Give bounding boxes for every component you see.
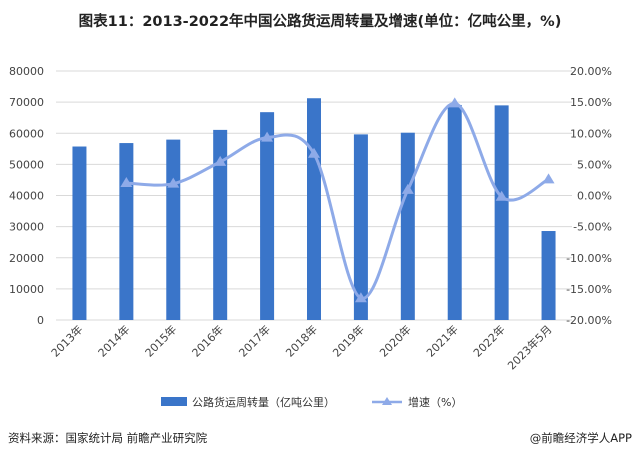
bar xyxy=(72,146,87,320)
growth-marker xyxy=(448,97,461,108)
growth-marker xyxy=(542,173,555,184)
y-left-tick-label: 10000 xyxy=(9,283,44,296)
legend-line-marker xyxy=(382,397,392,405)
y-left-tick-label: 0 xyxy=(37,314,44,327)
chart-title: 图表11：2013-2022年中国公路货运周转量及增速(单位：亿吨公里，%) xyxy=(78,14,562,30)
y-right-tick-label: -10.00% xyxy=(566,252,612,265)
legend-line-label: 增速（%） xyxy=(408,395,462,409)
y-right-tick-label: 20.00% xyxy=(570,65,612,78)
x-tick-label: 2013年 xyxy=(48,322,85,359)
source-note: 资料来源：国家统计局 前瞻产业研究院 xyxy=(8,431,208,445)
bar xyxy=(166,139,181,320)
bar xyxy=(494,105,509,320)
y-right-tick-label: 10.00% xyxy=(570,127,612,140)
y-left-tick-label: 30000 xyxy=(9,221,44,234)
y-left-tick-label: 70000 xyxy=(9,96,44,109)
bar xyxy=(119,143,134,320)
y-left-tick-label: 60000 xyxy=(9,127,44,140)
growth-marker xyxy=(120,177,133,188)
growth-marker xyxy=(401,183,414,194)
growth-line xyxy=(126,101,550,300)
x-tick-label: 2021年 xyxy=(423,322,460,359)
growth-marker xyxy=(354,292,367,303)
bar xyxy=(541,231,556,320)
y-right-tick-label: -20.00% xyxy=(566,314,612,327)
x-tick-label: 2014年 xyxy=(95,322,132,359)
x-tick-label: 2018年 xyxy=(283,322,320,359)
legend-bar-label: 公路货运周转量（亿吨公里） xyxy=(192,395,335,409)
bar xyxy=(400,132,415,320)
brand-credit: @前瞻经济学人APP xyxy=(529,431,632,445)
x-tick-label: 2022年 xyxy=(470,322,507,359)
growth-marker xyxy=(167,177,180,188)
growth-marker xyxy=(308,147,320,158)
y-left-tick-label: 40000 xyxy=(9,190,44,203)
bar xyxy=(307,98,321,320)
x-tick-label: 2019年 xyxy=(330,322,367,359)
y-right-tick-label: -15.00% xyxy=(566,283,612,296)
bar xyxy=(213,129,228,320)
y-right-tick-label: -5.00% xyxy=(573,221,612,234)
x-tick-label: 2017年 xyxy=(236,322,273,359)
bar xyxy=(447,104,462,321)
y-left-tick-label: 50000 xyxy=(9,158,44,171)
y-right-tick-label: 0.00% xyxy=(577,190,612,203)
x-tick-label: 2020年 xyxy=(376,322,413,359)
growth-marker xyxy=(214,155,227,166)
y-left-tick-label: 80000 xyxy=(9,65,44,78)
x-tick-label: 2016年 xyxy=(189,322,226,359)
y-left-tick-label: 20000 xyxy=(9,252,44,265)
x-tick-label: 2023年5月 xyxy=(504,322,554,372)
legend-bar-swatch xyxy=(161,397,187,406)
bar xyxy=(260,112,275,320)
x-tick-label: 2015年 xyxy=(142,322,179,359)
growth-marker xyxy=(261,131,274,142)
growth-marker xyxy=(495,190,508,201)
bar xyxy=(353,134,368,320)
y-right-tick-label: 5.00% xyxy=(577,158,612,171)
y-right-tick-label: 15.00% xyxy=(570,96,612,109)
